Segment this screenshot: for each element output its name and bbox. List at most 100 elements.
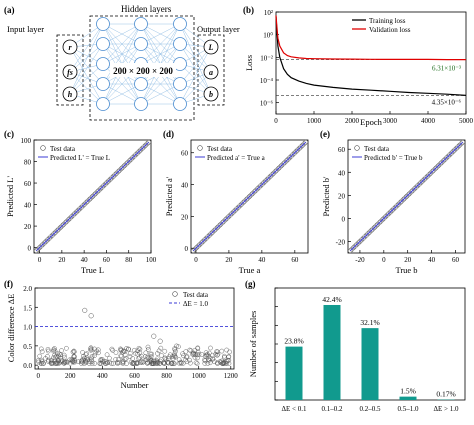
connection-line [140,83,181,105]
test-data-point [128,359,134,365]
test-data-point [269,172,275,178]
test-data-point [213,226,219,232]
test-data-point [89,361,95,366]
test-data-point [149,351,155,357]
test-data-point [363,232,369,238]
test-data-point [178,360,184,366]
test-data-point [40,242,46,247]
test-data-point [141,144,147,150]
test-data-point [234,206,240,212]
test-data-point [136,149,142,155]
test-data-point [58,352,64,358]
test-data-point [240,200,246,206]
test-data-point [37,245,42,251]
input-node-label: r [68,43,72,52]
test-data-point [104,352,110,358]
outlier-point [151,333,157,339]
x-tick-label: 400 [97,372,108,380]
test-data-point [86,361,92,366]
test-data-point [102,361,108,366]
test-data-point [43,238,49,244]
test-data-point [56,360,62,366]
test-data-point [250,190,256,196]
test-data-point [399,198,405,204]
test-data-point [40,360,46,366]
test-data-point [93,190,99,196]
test-data-point [59,348,64,353]
test-data-point [226,354,232,359]
test-data-point [439,159,445,165]
test-data-point [174,343,179,349]
test-data-point [143,350,149,356]
output-node-label: a [209,68,213,77]
test-data-point [162,348,168,354]
plot-frame [347,139,466,254]
test-data-point [61,352,67,358]
test-data-point [107,355,112,361]
output-layer-box [197,34,225,106]
test-data-point [155,356,160,362]
x-tick-label: 200 [65,372,76,380]
test-data-point [266,175,272,181]
test-data-point [247,194,252,199]
test-data-point [208,231,214,237]
output-layer-title: Output layer [197,24,240,34]
test-data-point [48,234,54,240]
bar-value-label: 42.4% [322,295,341,304]
plot-frame [190,139,309,254]
test-data-point [347,248,353,254]
test-data-point [199,352,205,357]
y-tick-label: 0.0 [23,362,32,370]
y-tick-label: 20 [181,213,189,221]
bar [323,304,341,400]
input-node [62,39,78,55]
hidden-node [173,37,187,51]
test-data-point [171,353,177,359]
connection-line [102,23,142,45]
test-data-point [137,355,143,360]
test-data-point [38,243,44,249]
test-data-point [171,361,177,366]
test-data-point [39,359,45,365]
test-data-point [357,238,363,244]
test-data-point [394,203,400,209]
legend-entry: Test data [207,145,233,153]
test-data-point [133,152,139,158]
test-data-point [173,354,178,360]
test-data-point [210,229,216,235]
test-data-point [301,141,307,147]
test-data-point [99,357,105,362]
test-data-point [45,237,51,243]
test-data-point [420,178,425,184]
test-data-point [106,178,111,184]
test-data-point [88,345,94,351]
test-data-point [49,232,55,238]
test-data-point [365,231,371,237]
test-data-point [120,349,126,355]
test-data-point [198,240,204,246]
bar-value-label: 0.17% [436,390,455,399]
legend-entry: Validation loss [369,26,411,34]
test-data-point [280,161,286,167]
test-data-point [378,218,384,224]
x-tick-label: 3000 [383,117,398,125]
x-tick-label: 80 [125,256,133,264]
test-data-point [455,144,461,150]
test-data-point [288,153,294,159]
test-data-point [218,221,224,227]
test-data-point [275,166,281,172]
test-data-point [283,158,289,164]
test-data-point [77,206,83,212]
test-data-point [355,240,361,246]
test-data-point [149,361,154,366]
test-data-point [74,209,79,215]
test-data-point [253,187,259,193]
test-data-point [202,361,208,366]
test-data-point [359,237,365,243]
test-data-point [139,353,144,359]
test-data-point [105,360,110,365]
test-data-point [139,146,145,151]
input-layer-box [56,34,84,106]
input-node-label: fs [67,68,73,77]
